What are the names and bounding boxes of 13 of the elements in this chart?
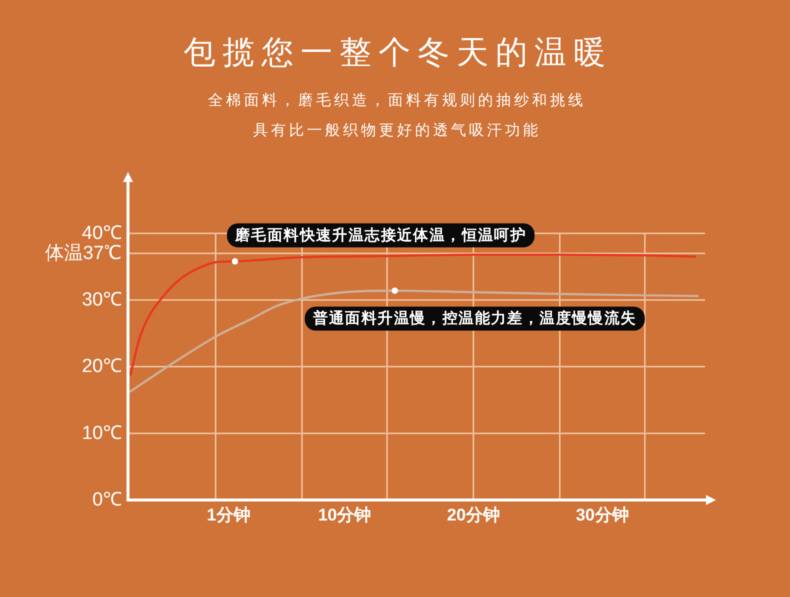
y-tick-label: 30℃ (82, 290, 122, 310)
y-tick-label: 0℃ (92, 490, 122, 510)
x-tick-label: 30分钟 (576, 506, 629, 524)
y-tick-label: 40℃ (82, 222, 122, 244)
chart-title: 包揽您一整个冬天的温暖 (184, 34, 612, 70)
y-tick-label: 20℃ (82, 356, 122, 378)
x-tick-label: 10分钟 (318, 506, 371, 524)
y-tick-label: 10℃ (82, 422, 122, 444)
y-tick-label: 体温37℃ (44, 242, 122, 264)
x-tick-label: 1分钟 (206, 506, 250, 524)
annotation: 磨毛面料快速升温志接近体温，恒温呵护 (234, 226, 527, 244)
x-tick-label: 20分钟 (446, 506, 500, 524)
chart-subtitle: 全棉面料，磨毛织造，面料有规则的抽纱和挑线具有比一般织物更好的透气吸汗功能 (208, 92, 586, 138)
